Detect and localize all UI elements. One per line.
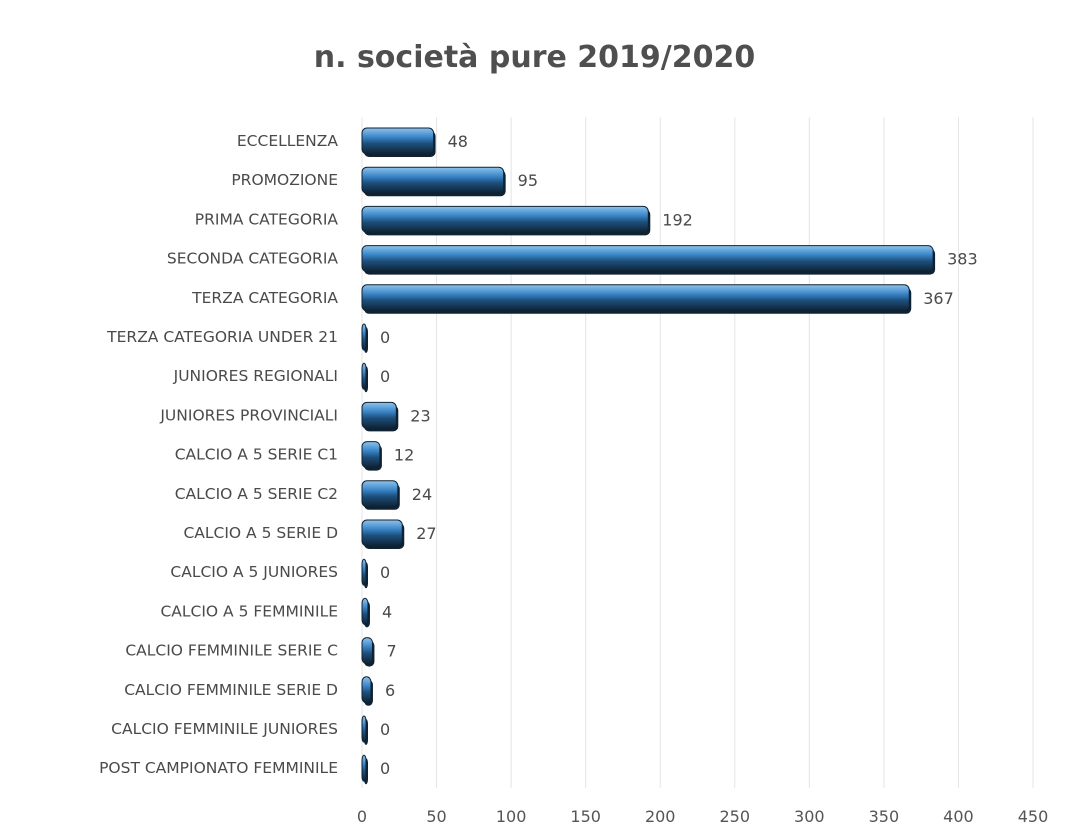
- data-label: 48: [448, 132, 468, 151]
- x-tick-label: 100: [496, 807, 527, 826]
- x-tick-label: 0: [357, 807, 367, 826]
- x-tick-label: 350: [869, 807, 900, 826]
- x-tick-label: 50: [426, 807, 446, 826]
- data-label: 24: [412, 485, 432, 504]
- category-label: SECONDA CATEGORIA: [167, 250, 338, 268]
- data-label: 12: [394, 446, 414, 465]
- bar: [361, 480, 399, 508]
- bar: [361, 637, 373, 665]
- x-tick-label: 200: [645, 807, 676, 826]
- category-label: JUNIORES REGIONALI: [173, 367, 338, 385]
- data-label: 0: [380, 328, 390, 347]
- data-label: 367: [923, 289, 954, 308]
- category-label: ECCELLENZA: [237, 132, 339, 150]
- data-label: 95: [518, 171, 538, 190]
- bar: [361, 715, 367, 743]
- bar: [361, 558, 367, 586]
- category-label: CALCIO A 5 SERIE D: [183, 524, 338, 542]
- bar: [361, 519, 403, 547]
- bar: [361, 441, 381, 469]
- data-label: 6: [385, 681, 395, 700]
- category-label: PROMOZIONE: [231, 171, 338, 189]
- bar: [361, 597, 369, 625]
- bar: [361, 323, 367, 351]
- x-tick-label: 150: [570, 807, 601, 826]
- data-label: 4: [382, 602, 392, 621]
- data-label: 0: [380, 563, 390, 582]
- bars: [361, 127, 936, 785]
- data-label: 27: [416, 524, 436, 543]
- category-label: CALCIO A 5 SERIE C1: [175, 446, 338, 464]
- chart-title: n. società pure 2019/2020: [313, 40, 756, 75]
- data-label: 0: [380, 720, 390, 739]
- category-label: POST CAMPIONATO FEMMINILE: [99, 759, 338, 777]
- bar: [361, 205, 649, 233]
- bar: [361, 362, 367, 390]
- x-tick-label: 300: [794, 807, 825, 826]
- bar: [361, 127, 435, 155]
- bar: [361, 676, 372, 704]
- x-tick-label: 250: [720, 807, 751, 826]
- data-label: 7: [386, 642, 396, 661]
- data-label: 0: [380, 759, 390, 778]
- data-label: 0: [380, 367, 390, 386]
- bar: [361, 166, 505, 194]
- category-label: CALCIO FEMMINILE SERIE C: [125, 642, 338, 660]
- data-label: 23: [410, 406, 430, 425]
- data-label: 192: [662, 210, 693, 229]
- bar: [361, 401, 397, 429]
- category-label: PRIMA CATEGORIA: [195, 210, 339, 228]
- category-label: CALCIO A 5 JUNIORES: [170, 563, 338, 581]
- category-label: JUNIORES PROVINCIALI: [159, 406, 338, 424]
- bar: [361, 245, 934, 273]
- category-label: CALCIO A 5 SERIE C2: [175, 485, 338, 503]
- bar: [361, 284, 910, 312]
- category-label: TERZA CATEGORIA UNDER 21: [106, 328, 338, 346]
- category-label: CALCIO FEMMINILE JUNIORES: [111, 720, 338, 738]
- data-label: 383: [947, 250, 978, 269]
- bar: [361, 754, 367, 782]
- category-label: CALCIO FEMMINILE SERIE D: [124, 681, 338, 699]
- category-label: CALCIO A 5 FEMMINILE: [160, 602, 338, 620]
- x-tick-label: 400: [943, 807, 974, 826]
- x-tick-label: 450: [1018, 807, 1049, 826]
- category-label: TERZA CATEGORIA: [191, 289, 338, 307]
